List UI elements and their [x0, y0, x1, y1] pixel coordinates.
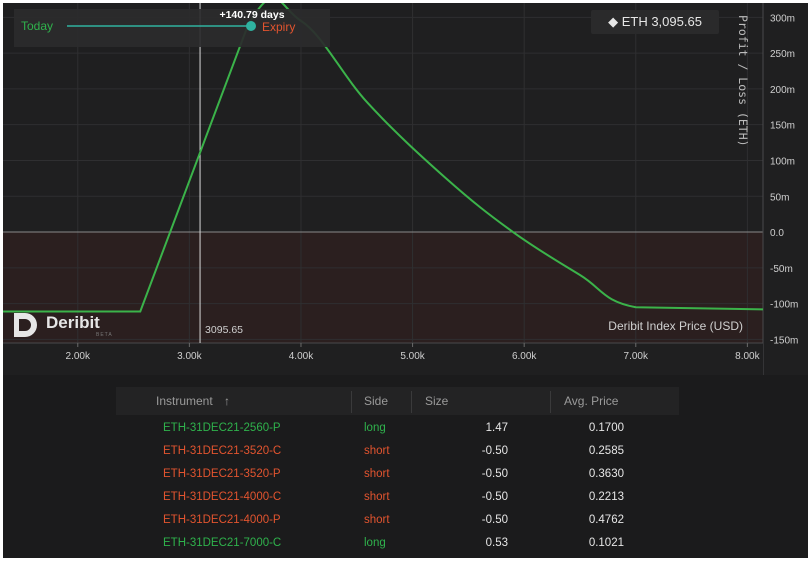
avg-price-cell: 0.1700 — [588, 422, 624, 434]
instrument-cell: ETH-31DEC21-3520-P — [163, 468, 281, 480]
y-tick-label: 150m — [770, 121, 795, 132]
y-axis-title: Profit / Loss (ETH) — [736, 15, 750, 147]
legend-expiry-label[interactable]: Expiry — [262, 20, 295, 34]
instrument-cell: ETH-31DEC21-4000-P — [163, 514, 281, 526]
table-row[interactable]: ETH-31DEC21-4000-C short -0.50 0.2213 — [116, 486, 679, 509]
instrument-cell: ETH-31DEC21-3520-C — [163, 445, 282, 457]
y-tick-label: -50m — [770, 264, 793, 275]
size-cell: -0.50 — [481, 468, 508, 480]
x-tick-label: 5.00k — [400, 351, 425, 362]
x-tick-label: 8.00k — [735, 351, 760, 362]
payoff-chart[interactable]: 2.00k 3.00k 4.00k 5.00k 6.00k 7.00k 8.00k 300m 2… — [3, 3, 808, 375]
legend — [14, 9, 330, 47]
strategy-panel: 2.00k 3.00k 4.00k 5.00k 6.00k 7.00k 8.00k 300m 2… — [3, 3, 808, 558]
avg-price-cell: 0.2585 — [588, 445, 624, 457]
y-tick-label: 300m — [770, 13, 795, 24]
eth-price-label: ETH 3,095.65 — [621, 14, 702, 29]
x-tick-label: 7.00k — [624, 351, 649, 362]
size-cell: 0.53 — [485, 537, 508, 549]
table-row[interactable]: ETH-31DEC21-2560-P long 1.47 0.1700 — [116, 417, 679, 440]
table-row[interactable]: ETH-31DEC21-4000-P short -0.50 0.4762 — [116, 509, 679, 532]
positions-table: Instrument ↑ Side Size Avg. Price ETH-31… — [3, 377, 808, 558]
side-cell: short — [364, 468, 390, 480]
table-row[interactable]: ETH-31DEC21-3520-P short -0.50 0.3630 — [116, 463, 679, 486]
crosshair-price-label: 3095.65 — [205, 324, 243, 336]
x-tick-label: 2.00k — [66, 351, 91, 362]
x-axis-panel — [3, 343, 763, 375]
y-tick-label: 250m — [770, 49, 795, 60]
column-divider — [411, 391, 412, 413]
side-cell: short — [364, 445, 390, 457]
size-cell: -0.50 — [481, 445, 508, 457]
col-size[interactable]: Size — [425, 394, 449, 408]
side-cell: short — [364, 514, 390, 526]
column-divider — [550, 391, 551, 413]
loss-zone — [3, 232, 763, 343]
col-instrument[interactable]: Instrument ↑ — [156, 394, 231, 408]
instrument-cell: ETH-31DEC21-2560-P — [163, 422, 281, 434]
deribit-logo-icon — [14, 313, 37, 337]
side-cell: short — [364, 491, 390, 503]
eth-diamond-icon: ◆ — [608, 14, 619, 29]
y-tick-label: -100m — [770, 300, 798, 311]
brand-name: Deribit — [46, 313, 100, 332]
size-cell: -0.50 — [481, 491, 508, 503]
size-cell: -0.50 — [481, 514, 508, 526]
sort-arrow-icon[interactable]: ↑ — [224, 394, 231, 408]
days-offset-label: +140.79 days — [219, 9, 284, 21]
col-side[interactable]: Side — [364, 394, 389, 408]
payoff-chart-svg[interactable]: 2.00k 3.00k 4.00k 5.00k 6.00k 7.00k 8.00k 300m 2… — [3, 3, 808, 375]
y-tick-label: 50m — [770, 192, 789, 203]
x-tick-label: 3.00k — [177, 351, 202, 362]
x-tick-label: 6.00k — [512, 351, 537, 362]
column-divider — [351, 391, 352, 413]
y-tick-label: 0.0 — [770, 228, 784, 239]
y-tick-label: 100m — [770, 156, 795, 167]
y-tick-label: 200m — [770, 85, 795, 96]
table-row[interactable]: ETH-31DEC21-3520-C short -0.50 0.2585 — [116, 440, 679, 463]
legend-today-label[interactable]: Today — [21, 19, 53, 33]
expiry-payoff-line[interactable] — [3, 3, 764, 313]
table-row[interactable]: ETH-31DEC21-7000-C long 0.53 0.1021 — [116, 532, 679, 555]
x-tick-label: 4.00k — [289, 351, 314, 362]
avg-price-cell: 0.1021 — [588, 537, 624, 549]
legend-layer: Today Expiry+140.79 days — [21, 9, 295, 34]
instrument-cell: ETH-31DEC21-7000-C — [163, 537, 282, 549]
avg-price-cell: 0.4762 — [588, 514, 624, 526]
side-cell: long — [364, 422, 386, 434]
side-cell: long — [364, 537, 386, 549]
avg-price-cell: 0.3630 — [588, 468, 624, 480]
instrument-cell: ETH-31DEC21-4000-C — [163, 491, 282, 503]
deribit-logo: Deribit BETA — [10, 310, 112, 340]
y-tick-label: -150m — [770, 335, 798, 346]
table-header: Instrument ↑ Side Size Avg. Price — [116, 387, 679, 415]
size-cell: 1.47 — [485, 422, 508, 434]
legend-today-marker[interactable] — [246, 21, 256, 31]
y-axis-panel — [763, 3, 808, 375]
avg-price-cell: 0.2213 — [588, 491, 624, 503]
brand-tag: BETA — [96, 332, 113, 338]
eth-price-badge: ◆ ETH 3,095.65 — [591, 10, 719, 34]
x-unit-label: Deribit Index Price (USD) — [608, 319, 743, 333]
col-avg-price[interactable]: Avg. Price — [564, 394, 619, 408]
